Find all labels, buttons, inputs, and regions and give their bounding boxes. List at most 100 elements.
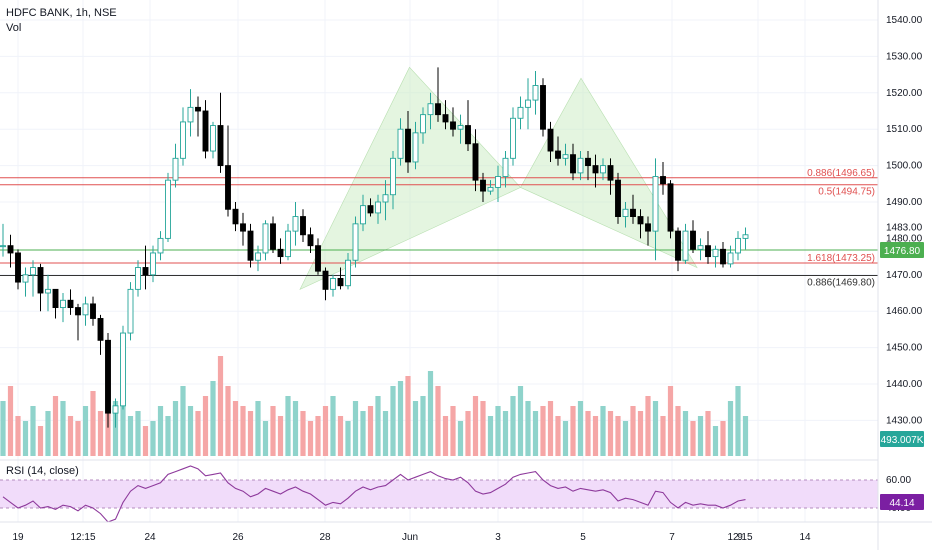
- candle-body: [487, 186, 494, 192]
- volume-bar: [82, 406, 89, 456]
- volume-bar: [615, 416, 621, 456]
- y-tick-label: 1480.00: [886, 233, 923, 244]
- volume-bar: [427, 371, 434, 456]
- candle-body: [210, 125, 216, 152]
- candle-body: [412, 132, 419, 163]
- x-tick-label: 19: [12, 532, 24, 543]
- y-tick-label: 1450.00: [886, 343, 923, 354]
- volume-bar: [480, 401, 486, 456]
- volume-bar: [667, 386, 674, 456]
- candle-body: [570, 154, 576, 174]
- candle-body: [172, 157, 179, 181]
- volume-bar: [735, 386, 741, 456]
- candle-body: [307, 234, 314, 247]
- candle-body: [285, 230, 291, 258]
- candle-body: [135, 267, 141, 290]
- volume-bar: [165, 416, 171, 456]
- volume-bar: [495, 406, 501, 456]
- volume-bar: [630, 406, 636, 456]
- candle-body: [697, 245, 704, 250]
- volume-bar: [0, 401, 6, 456]
- candle-body: [622, 208, 629, 218]
- candle-body: [427, 103, 434, 116]
- candle-body: [442, 114, 449, 123]
- volume-bar: [337, 416, 344, 456]
- rsi-tick-label: 60.00: [886, 475, 911, 486]
- candle-body: [75, 307, 81, 316]
- volume-label: Vol: [6, 22, 22, 34]
- volume-bar: [540, 406, 546, 456]
- candle-body: [105, 339, 111, 414]
- volume-bar: [255, 401, 261, 456]
- candlesticks: [0, 67, 749, 428]
- volume-bar: [202, 396, 209, 456]
- volume-bar: [517, 386, 524, 456]
- x-tick-label: 9: [737, 532, 743, 543]
- candle-body: [60, 299, 66, 309]
- x-tick-label: 7: [669, 532, 675, 543]
- y-tick-label: 1510.00: [886, 124, 923, 135]
- candle-body: [660, 176, 666, 185]
- candle-body: [517, 106, 524, 119]
- candle-body: [495, 176, 501, 188]
- fib-label: 0.5(1494.75): [818, 187, 875, 198]
- candle-body: [720, 248, 726, 265]
- volume-bar: [75, 421, 81, 456]
- volume-bar: [562, 421, 569, 456]
- x-tick-label: 5: [580, 532, 586, 543]
- candle-body: [547, 128, 554, 152]
- candle-body: [127, 288, 134, 334]
- candle-body: [240, 223, 246, 232]
- volume-bar: [472, 396, 479, 456]
- rsi-label: RSI (14, close): [6, 465, 79, 477]
- volume-badge: 493.007K: [881, 435, 924, 446]
- volume-bar: [690, 421, 696, 456]
- candle-body: [277, 248, 284, 258]
- x-tick-label: 14: [799, 532, 811, 543]
- candle-body: [120, 332, 126, 407]
- volume-bar: [660, 416, 666, 456]
- volume-bar: [60, 401, 66, 456]
- y-tick-label: 1483.00: [886, 222, 923, 233]
- volume-bar: [330, 396, 336, 456]
- candle-body: [675, 230, 681, 261]
- candle-body: [90, 303, 96, 319]
- candle-body: [217, 125, 224, 167]
- volume-bar: [352, 401, 359, 456]
- x-tick-label: 24: [144, 532, 156, 543]
- candle-body: [525, 99, 531, 108]
- candle-body: [420, 114, 426, 134]
- candle-body: [0, 245, 6, 248]
- volume-bar: [705, 411, 711, 456]
- candle-body: [532, 85, 539, 101]
- y-tick-label: 1490.00: [886, 197, 923, 208]
- candle-body: [435, 103, 441, 116]
- candle-body: [652, 176, 659, 232]
- volume-bar: [397, 381, 404, 456]
- rsi-band: [0, 480, 878, 508]
- volume-bar: [367, 406, 374, 456]
- volume-bar: [15, 416, 21, 456]
- candle-body: [630, 208, 636, 218]
- volume-bar: [292, 401, 299, 456]
- candle-body: [577, 157, 584, 174]
- volume-bar: [240, 406, 246, 456]
- volume-bar: [555, 416, 561, 456]
- candle-body: [202, 110, 209, 152]
- volume-bar: [360, 411, 366, 456]
- volume-bar: [697, 416, 704, 456]
- candle-body: [112, 405, 119, 414]
- candle-body: [562, 154, 569, 159]
- volume-bar: [405, 376, 411, 456]
- volume-bar: [22, 421, 29, 456]
- volume-bar: [120, 396, 126, 456]
- volume-bar: [547, 401, 554, 456]
- symbol-title: HDFC BANK, 1h, NSE: [6, 7, 117, 19]
- candle-body: [322, 270, 329, 290]
- volume-bar: [727, 401, 734, 456]
- volume-bar: [315, 416, 321, 456]
- y-tick-label: 1530.00: [886, 51, 923, 62]
- volume-bar: [135, 411, 141, 456]
- candle-body: [157, 237, 164, 254]
